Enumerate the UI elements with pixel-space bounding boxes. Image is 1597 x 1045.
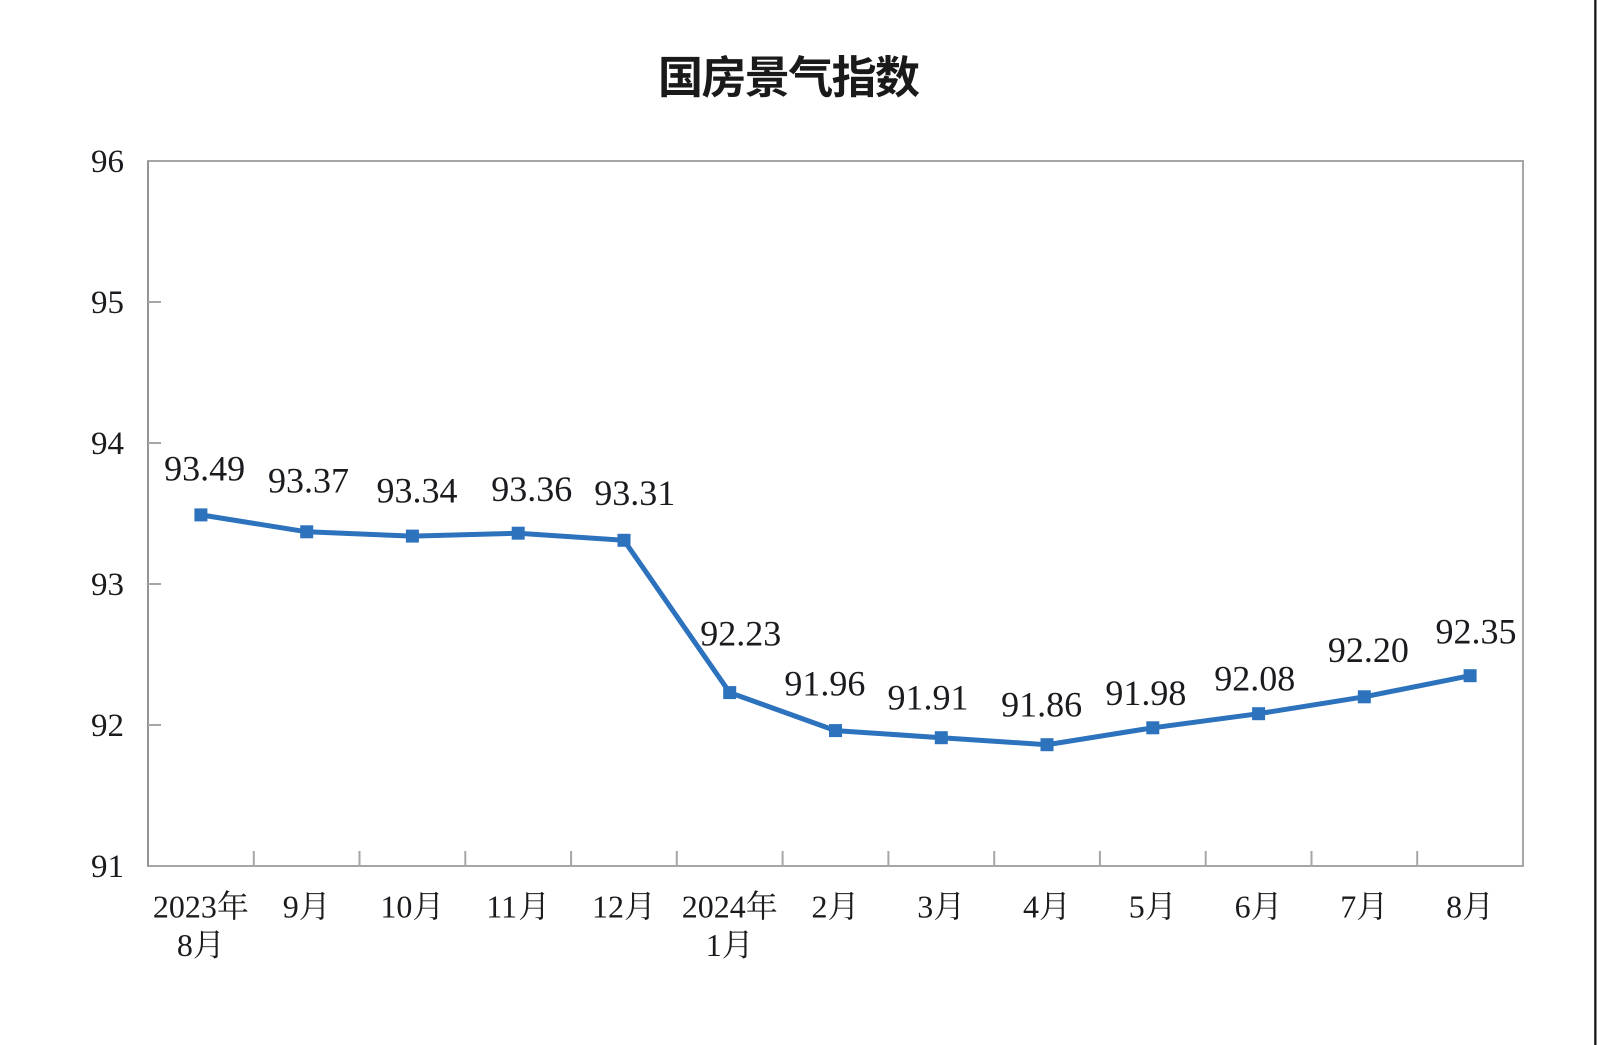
svg-text:92.08: 92.08 bbox=[1214, 659, 1295, 699]
svg-text:2: 2 bbox=[812, 889, 828, 925]
svg-text:91.96: 91.96 bbox=[784, 664, 865, 704]
svg-text:2023: 2023 bbox=[153, 889, 217, 925]
svg-text:6: 6 bbox=[1235, 889, 1251, 925]
svg-text:91.86: 91.86 bbox=[1001, 685, 1082, 725]
svg-text:94: 94 bbox=[91, 426, 124, 462]
svg-text:92.35: 92.35 bbox=[1436, 611, 1517, 651]
svg-text:95: 95 bbox=[91, 285, 124, 321]
svg-text:93.37: 93.37 bbox=[268, 460, 349, 500]
svg-text:96: 96 bbox=[91, 144, 124, 180]
svg-text:1: 1 bbox=[706, 927, 722, 963]
svg-text:93: 93 bbox=[91, 567, 124, 603]
svg-text:91.98: 91.98 bbox=[1105, 673, 1186, 713]
svg-text:8: 8 bbox=[1446, 889, 1462, 925]
svg-text:93.34: 93.34 bbox=[377, 470, 458, 510]
svg-text:4: 4 bbox=[1023, 889, 1039, 925]
svg-text:91: 91 bbox=[91, 849, 124, 885]
svg-text:10: 10 bbox=[380, 889, 412, 925]
svg-text:8: 8 bbox=[177, 927, 193, 963]
svg-text:11: 11 bbox=[486, 889, 517, 925]
svg-text:9: 9 bbox=[283, 889, 299, 925]
svg-text:91.91: 91.91 bbox=[888, 678, 969, 718]
svg-text:92: 92 bbox=[91, 708, 124, 744]
svg-text:92.23: 92.23 bbox=[700, 613, 781, 653]
svg-text:92.20: 92.20 bbox=[1328, 630, 1409, 670]
svg-text:5: 5 bbox=[1129, 889, 1145, 925]
svg-text:7: 7 bbox=[1340, 889, 1356, 925]
svg-text:12: 12 bbox=[592, 889, 624, 925]
svg-text:93.36: 93.36 bbox=[491, 469, 572, 509]
svg-text:2024: 2024 bbox=[682, 889, 746, 925]
svg-text:3: 3 bbox=[917, 889, 933, 925]
svg-text:93.49: 93.49 bbox=[164, 449, 245, 489]
svg-text:93.31: 93.31 bbox=[594, 473, 675, 513]
